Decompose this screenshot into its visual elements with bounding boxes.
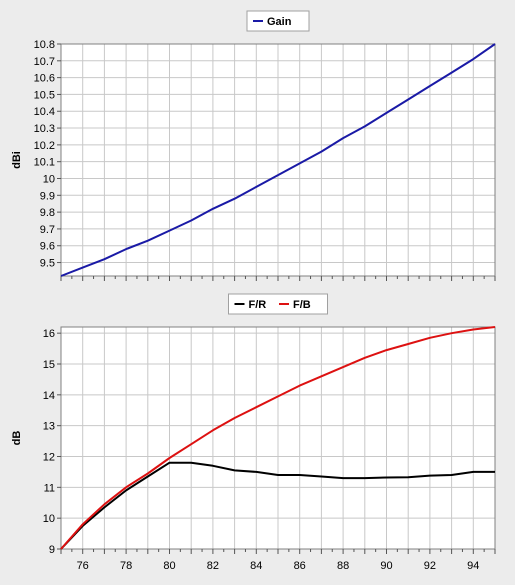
chart-1: 9.5 9.6 9.7 9.8 9.9 10 10.1 10.2 10.3 10.4 10.5 10.… xyxy=(11,10,496,281)
y-tick-label: 9.8 xyxy=(40,207,55,219)
legend-label: F/R xyxy=(249,299,267,311)
y-axis-label: dBi xyxy=(11,151,23,169)
y-tick-label: 10 xyxy=(43,513,55,525)
y-tick-label: 10.3 xyxy=(34,123,55,135)
y-tick-label: 10 xyxy=(43,173,55,185)
x-tick-label: 76 xyxy=(77,560,89,572)
y-tick-label: 10.4 xyxy=(34,106,55,118)
y-tick-label: 9.5 xyxy=(40,258,55,270)
x-tick-label: 84 xyxy=(250,560,262,572)
legend-label: F/B xyxy=(293,299,311,311)
y-axis-label: dB xyxy=(11,431,23,446)
series-line-f-r xyxy=(60,461,495,550)
y-tick-label: 11 xyxy=(44,482,55,494)
y-tick-label: 10.7 xyxy=(34,56,55,68)
y-tick-label: 10.1 xyxy=(34,157,55,169)
series-line-gain xyxy=(60,43,496,277)
y-tick-label: 10.8 xyxy=(34,39,55,51)
y-tick-label: 9.9 xyxy=(40,190,55,202)
chart-2: 9 10 11 12 13 14 15 16 76 78 80 82 84 86 88 90 92 94 dB F/R… xyxy=(11,293,496,572)
x-tick-label: 94 xyxy=(467,560,479,572)
y-tick-label: 14 xyxy=(43,390,55,402)
x-tick-label: 78 xyxy=(120,560,132,572)
y-tick-label: 10.6 xyxy=(34,73,55,85)
y-tick-label: 9.7 xyxy=(40,224,55,236)
y-tick-label: 9.6 xyxy=(40,241,55,253)
series-line-f-b xyxy=(60,326,496,550)
y-tick-label: 9 xyxy=(49,544,55,556)
y-tick-label: 15 xyxy=(43,359,55,371)
y-tick-label: 12 xyxy=(43,452,55,464)
x-tick-label: 88 xyxy=(337,560,349,572)
x-tick-label: 80 xyxy=(163,560,175,572)
y-tick-label: 16 xyxy=(43,328,55,340)
legend-label: Gain xyxy=(267,16,292,28)
x-tick-label: 92 xyxy=(424,560,436,572)
legend-box xyxy=(228,293,328,315)
y-tick-label: 13 xyxy=(43,421,55,433)
x-tick-label: 90 xyxy=(380,560,392,572)
y-tick-label: 10.5 xyxy=(34,89,55,101)
x-tick-label: 86 xyxy=(294,560,306,572)
y-tick-label: 10.2 xyxy=(34,140,55,152)
x-tick-label: 82 xyxy=(207,560,219,572)
legend-box xyxy=(246,10,310,32)
